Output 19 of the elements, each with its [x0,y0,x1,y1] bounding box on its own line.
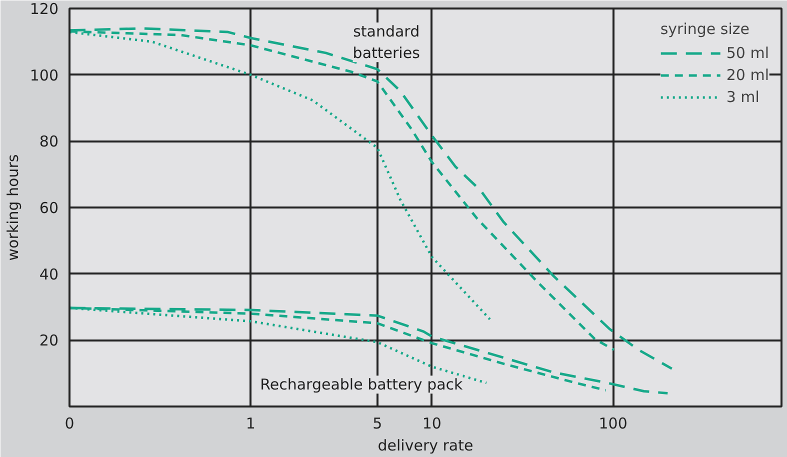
legend-label: 50 ml [726,44,769,62]
y-axis-title: working hours [4,154,22,261]
legend-title: syringe size [660,20,750,38]
x-axis-title: delivery rate [378,436,474,454]
annotation: standard batteries [352,22,420,62]
legend-label: 3 ml [726,88,760,106]
y-tick-label: 60 [39,199,59,217]
x-tick-label: 1 [246,414,256,432]
legend-label: 20 ml [726,66,769,84]
y-tick-label: 20 [39,332,59,350]
y-tick-label: 40 [39,265,59,284]
y-tick-label: 80 [39,132,59,151]
y-tick-label: 120 [30,0,59,18]
x-tick-label: 100 [598,414,628,432]
annotation: Rechargeable battery pack [260,376,464,394]
y-tick-label: 100 [30,66,59,84]
x-tick-label: 5 [372,414,382,432]
x-tick-label: 10 [422,414,442,432]
x-tick-label: 0 [64,414,74,432]
